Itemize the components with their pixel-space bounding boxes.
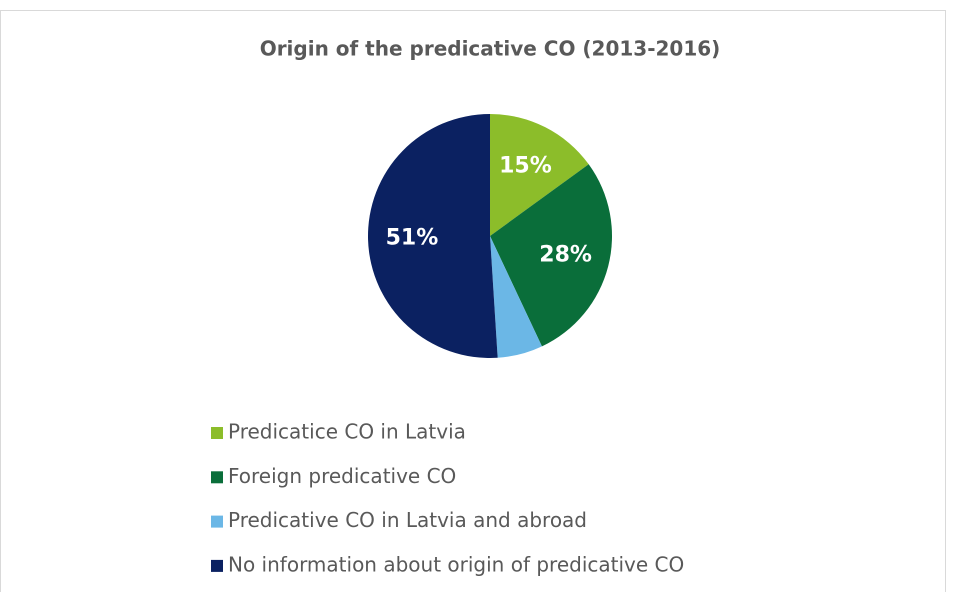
pie-slice xyxy=(490,114,589,236)
legend-swatch xyxy=(211,427,223,439)
legend-swatch xyxy=(211,471,223,484)
chart-title: Origin of the predicative CO (2013-2016) xyxy=(260,37,721,61)
legend-label: Predicatice CO in Latvia xyxy=(228,420,466,444)
data-label: 15% xyxy=(499,153,552,178)
legend-swatch xyxy=(211,515,223,528)
pie-slice xyxy=(367,114,498,358)
data-label: 6% xyxy=(508,365,545,390)
legend-swatch xyxy=(211,559,223,572)
pie-slice xyxy=(490,236,542,358)
data-label: 28% xyxy=(539,242,592,267)
data-label: 51% xyxy=(386,225,439,250)
pie-slice xyxy=(490,164,612,347)
legend-label: Foreign predicative CO xyxy=(228,464,456,488)
legend-label: Predicative CO in Latvia and abroad xyxy=(228,508,587,532)
legend-label: No information about origin of predicati… xyxy=(228,552,684,576)
